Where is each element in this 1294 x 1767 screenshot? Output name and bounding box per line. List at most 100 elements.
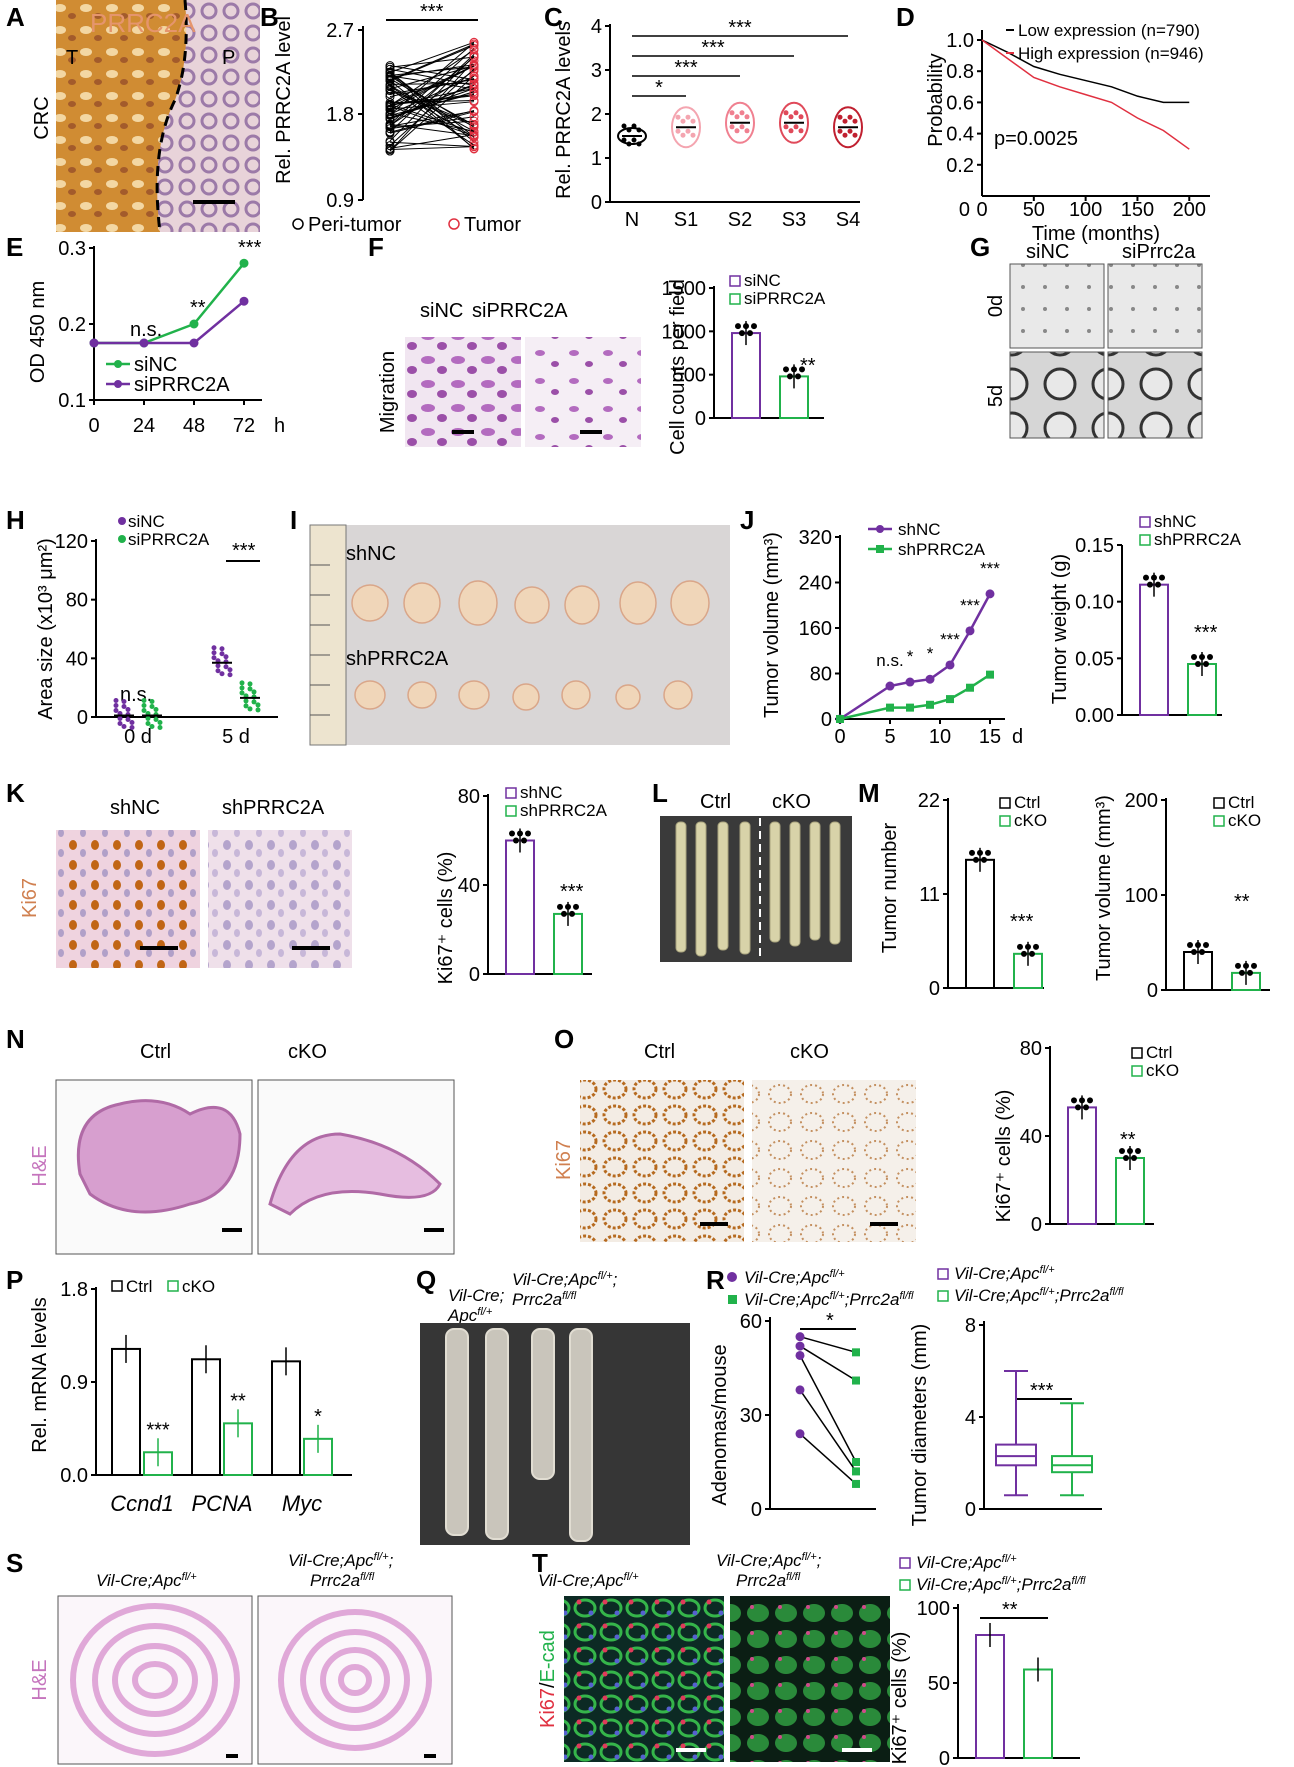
data-point: [985, 849, 991, 856]
xtick-label: 72: [233, 415, 255, 437]
tumor-point: [469, 61, 479, 71]
ytick-label: 0: [77, 707, 88, 729]
j2-legend-shnc: shNC: [1154, 512, 1197, 531]
sig-label: ***: [701, 37, 725, 59]
ctrl-point: [795, 1341, 805, 1351]
q-label-apc: Apc: [447, 1306, 478, 1325]
growth-line-0: [94, 262, 245, 345]
data-point: [977, 849, 983, 856]
km-curve-0: [981, 39, 1190, 104]
data-point: [788, 114, 794, 120]
data-point: [729, 124, 735, 130]
r2-legend-1-text: Vil-Cre;Apc: [954, 1264, 1040, 1283]
sig-label: ***: [146, 1419, 170, 1441]
data-point: [1191, 949, 1197, 955]
peri-point: [385, 136, 395, 146]
xtick-label: 0: [834, 726, 845, 748]
violin-N: [617, 127, 647, 145]
ytick-label: 80: [458, 786, 480, 808]
peri-point: [385, 141, 395, 151]
xtick-label: 200: [1173, 199, 1206, 221]
data-point: [1199, 654, 1205, 660]
peri-point: [385, 113, 395, 123]
ytick-label: 0.2: [58, 314, 86, 336]
volume-point: [945, 660, 955, 670]
data-point: [1083, 1104, 1089, 1111]
ytick-label: 0.9: [60, 1372, 88, 1394]
data-point: [729, 110, 735, 116]
data-point: [1159, 574, 1165, 581]
s-col-2b: Prrc2afl/fl: [310, 1571, 375, 1590]
data-point: [847, 128, 853, 134]
panel-label-p: P: [6, 1265, 24, 1295]
panel-label-j: J: [740, 505, 755, 535]
t-legend-2: Vil-Cre;Apcfl/+;Prrc2afl/fl: [916, 1575, 1086, 1594]
data-point: [1017, 943, 1023, 950]
data-point: [153, 717, 159, 723]
n-row-label: H&E: [29, 1145, 51, 1186]
h-legend-sinc: siNC: [128, 512, 165, 531]
e-ann-ns: n.s.: [130, 319, 162, 341]
panel-j: Tumor volume (mm³) 320 240 160 80 0 0 5 10 15 d …: [740, 505, 1294, 775]
tumor-point: [469, 64, 479, 74]
volume-point: [836, 715, 844, 723]
data-point: [973, 856, 979, 863]
peri-point: [385, 119, 395, 129]
t-ylabel: Ki67⁺ cells (%): [889, 1632, 911, 1765]
ytick-label: 1500: [662, 278, 707, 300]
data-point: [744, 128, 750, 134]
ytick-label: 0: [929, 978, 940, 1000]
k-legend-shnc: shNC: [520, 783, 563, 802]
data-point: [793, 124, 799, 130]
f-legend-sinc: siNC: [744, 271, 781, 290]
ytick-label: 80: [1020, 1038, 1042, 1060]
cko-point: [852, 1458, 860, 1466]
data-point: [852, 118, 858, 124]
category-label: S2: [728, 209, 752, 231]
f-legend-siprrc2a: siPRRC2A: [744, 289, 826, 308]
bar-shNC: [505, 839, 535, 975]
r2-legend-2-sup3: fl/fl: [1109, 1286, 1124, 1298]
paired-line: [389, 104, 475, 133]
data-point: [219, 671, 225, 677]
t-col-2b: Prrc2afl/fl: [736, 1571, 801, 1590]
d-xzero: 0: [976, 199, 987, 221]
peri-point: [385, 62, 395, 72]
panel-i: shNC shPRRC2A: [309, 505, 740, 755]
panel-g: siNC siPrrc2a 0d 5d: [985, 232, 1294, 502]
xtick-label: 5 d: [222, 726, 250, 748]
bar-Ctrl: [1067, 1106, 1097, 1225]
data-point: [211, 645, 217, 651]
g-col-siprrc2a: siPrrc2a: [1122, 241, 1196, 263]
box: [995, 1443, 1037, 1467]
q-label-sup: fl/+: [477, 1306, 493, 1318]
data-point: [1187, 942, 1193, 948]
t-col-1-sup: fl/+: [624, 1571, 640, 1583]
panel-label-s: S: [6, 1548, 24, 1578]
t-col-2b-text: Prrc2a: [736, 1571, 786, 1590]
panel-o: Ctrl cKO Ki67 Ki67⁺ cells (%) 80 40 0 Ctrl…: [540, 1024, 1294, 1264]
legend-marker-tumor: [448, 218, 460, 230]
ytick-label: 120: [55, 531, 88, 553]
b-legend-tumor: Tumor: [464, 214, 521, 236]
ytick-label: 11: [919, 884, 940, 906]
panel-p: Rel. mRNA levels 1.8 0.9 0.0 *** ** * Ctrl c…: [0, 1265, 410, 1545]
panel-label-e: E: [6, 232, 24, 262]
box: [1051, 1455, 1093, 1474]
tumor-point: [469, 105, 479, 115]
data-point: [626, 141, 632, 147]
if-image-ctrl: [564, 1596, 724, 1762]
data-point: [631, 123, 637, 129]
ytick-label: 0: [1147, 980, 1158, 1002]
tumor-point: [469, 87, 479, 97]
category-label: Myc: [282, 1491, 322, 1516]
violin-S2: [725, 101, 755, 144]
r-legend-1: Vil-Cre;Apcfl/+: [744, 1268, 845, 1287]
d-pvalue: p=0.0025: [994, 128, 1078, 150]
ytick-label: 0.6: [946, 92, 974, 114]
data-point: [1147, 581, 1153, 588]
panel-label-g: G: [970, 232, 991, 262]
panel-label-d: D: [896, 2, 915, 32]
ytick-label: 0: [591, 192, 602, 214]
sig-label: *: [314, 1406, 322, 1428]
